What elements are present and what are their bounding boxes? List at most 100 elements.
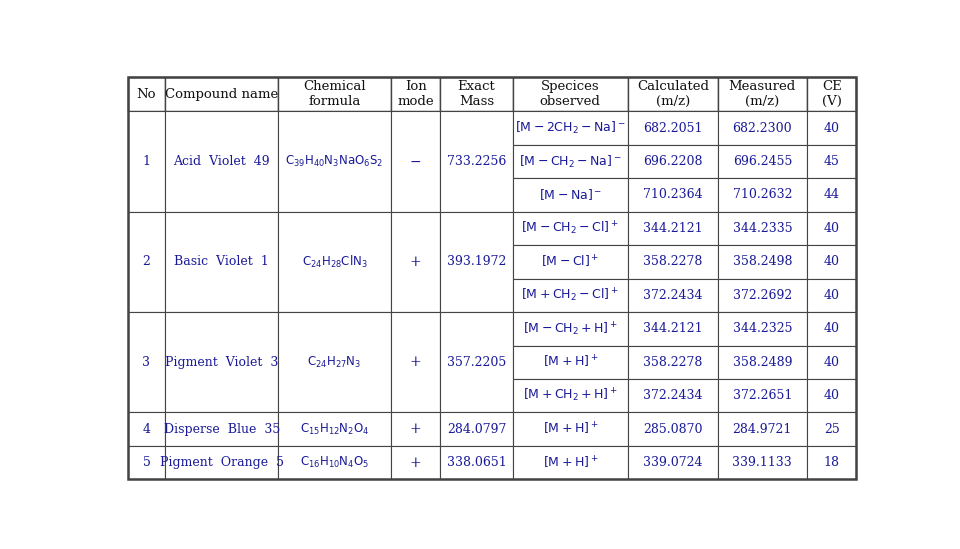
Text: +: + — [410, 255, 421, 269]
Text: 358.2489: 358.2489 — [732, 356, 792, 369]
Text: 372.2434: 372.2434 — [643, 389, 703, 402]
Text: $\mathrm{C_{16}H_{10}N_4O_5}$: $\mathrm{C_{16}H_{10}N_4O_5}$ — [300, 455, 370, 470]
Text: 40: 40 — [824, 121, 840, 135]
Text: 372.2692: 372.2692 — [732, 289, 792, 302]
Bar — [807, 111, 856, 145]
Bar — [717, 245, 807, 278]
Text: $\mathrm{[M+CH_2-Cl]^+}$: $\mathrm{[M+CH_2-Cl]^+}$ — [521, 287, 619, 304]
Text: $\mathrm{[M-CH_2-Cl]^+}$: $\mathrm{[M-CH_2-Cl]^+}$ — [521, 220, 619, 237]
Bar — [717, 379, 807, 412]
Bar — [717, 212, 807, 245]
Bar — [441, 412, 513, 446]
Text: Measured
(m/z): Measured (m/z) — [729, 80, 796, 108]
Text: 2: 2 — [142, 255, 151, 268]
Bar — [165, 111, 278, 212]
Bar — [807, 379, 856, 412]
Bar — [128, 77, 165, 111]
Bar — [128, 111, 165, 212]
Text: 372.2651: 372.2651 — [732, 389, 792, 402]
Bar — [165, 212, 278, 312]
Bar — [807, 412, 856, 446]
Text: 285.0870: 285.0870 — [643, 423, 703, 436]
Bar — [628, 312, 717, 345]
Text: Disperse  Blue  35: Disperse Blue 35 — [163, 423, 279, 436]
Bar — [441, 111, 513, 212]
Bar — [391, 111, 441, 212]
Bar — [717, 312, 807, 345]
Bar — [717, 345, 807, 379]
Text: $\mathrm{C_{39}H_{40}N_3NaO_6S_2}$: $\mathrm{C_{39}H_{40}N_3NaO_6S_2}$ — [285, 154, 384, 169]
Text: 40: 40 — [824, 289, 840, 302]
Bar — [513, 178, 628, 212]
Text: $\mathrm{[M+H]^+}$: $\mathrm{[M+H]^+}$ — [542, 455, 598, 470]
Bar — [513, 245, 628, 278]
Bar — [628, 212, 717, 245]
Bar — [628, 245, 717, 278]
Bar — [513, 145, 628, 178]
Bar — [441, 77, 513, 111]
Text: 344.2121: 344.2121 — [643, 222, 703, 235]
Bar — [128, 446, 165, 479]
Bar — [628, 345, 717, 379]
Text: 1: 1 — [142, 155, 151, 168]
Text: 372.2434: 372.2434 — [643, 289, 703, 302]
Text: +: + — [410, 355, 421, 369]
Bar — [513, 77, 628, 111]
Bar — [717, 77, 807, 111]
Bar — [441, 312, 513, 412]
Text: 40: 40 — [824, 322, 840, 335]
Bar — [165, 446, 278, 479]
Text: $\mathrm{C_{24}H_{27}N_3}$: $\mathrm{C_{24}H_{27}N_3}$ — [307, 355, 362, 370]
Text: $\mathrm{[M+H]^+}$: $\mathrm{[M+H]^+}$ — [542, 421, 598, 438]
Text: 393.1972: 393.1972 — [446, 255, 506, 268]
Text: 18: 18 — [824, 456, 840, 469]
Text: 357.2205: 357.2205 — [446, 356, 506, 369]
Bar — [513, 278, 628, 312]
Text: CE
(V): CE (V) — [822, 80, 842, 108]
Bar — [717, 145, 807, 178]
Bar — [278, 111, 391, 212]
Text: $\mathrm{[M-Cl]^+}$: $\mathrm{[M-Cl]^+}$ — [541, 254, 599, 270]
Text: 44: 44 — [824, 188, 840, 201]
Bar — [391, 312, 441, 412]
Text: Specices
observed: Specices observed — [540, 80, 601, 108]
Bar — [717, 178, 807, 212]
Text: 40: 40 — [824, 222, 840, 235]
Text: Basic  Violet  1: Basic Violet 1 — [175, 255, 269, 268]
Bar — [628, 446, 717, 479]
Bar — [441, 212, 513, 312]
Bar — [165, 77, 278, 111]
Bar — [165, 412, 278, 446]
Text: Calculated
(m/z): Calculated (m/z) — [636, 80, 708, 108]
Text: 344.2121: 344.2121 — [643, 322, 703, 335]
Text: 339.1133: 339.1133 — [732, 456, 792, 469]
Text: 338.0651: 338.0651 — [446, 456, 506, 469]
Bar — [717, 446, 807, 479]
Text: +: + — [410, 422, 421, 436]
Text: Ion
mode: Ion mode — [397, 80, 434, 108]
Bar — [391, 212, 441, 312]
Bar — [807, 178, 856, 212]
Text: 682.2300: 682.2300 — [732, 121, 792, 135]
Bar — [128, 412, 165, 446]
Bar — [628, 145, 717, 178]
Text: No: No — [136, 88, 156, 101]
Bar — [441, 446, 513, 479]
Text: Chemical
formula: Chemical formula — [303, 80, 366, 108]
Bar — [513, 345, 628, 379]
Text: 710.2364: 710.2364 — [643, 188, 703, 201]
Bar — [513, 111, 628, 145]
Text: 40: 40 — [824, 255, 840, 268]
Text: $\mathrm{[M+CH_2+H]^+}$: $\mathrm{[M+CH_2+H]^+}$ — [523, 387, 618, 405]
Text: 710.2632: 710.2632 — [732, 188, 792, 201]
Bar — [278, 446, 391, 479]
Text: 696.2208: 696.2208 — [643, 155, 703, 168]
Text: $\mathrm{[M-CH_2+H]^+}$: $\mathrm{[M-CH_2+H]^+}$ — [523, 320, 618, 338]
Bar — [628, 178, 717, 212]
Text: 344.2335: 344.2335 — [732, 222, 792, 235]
Text: Pigment  Violet  3: Pigment Violet 3 — [165, 356, 278, 369]
Bar — [717, 111, 807, 145]
Text: 45: 45 — [824, 155, 840, 168]
Bar — [628, 77, 717, 111]
Bar — [807, 312, 856, 345]
